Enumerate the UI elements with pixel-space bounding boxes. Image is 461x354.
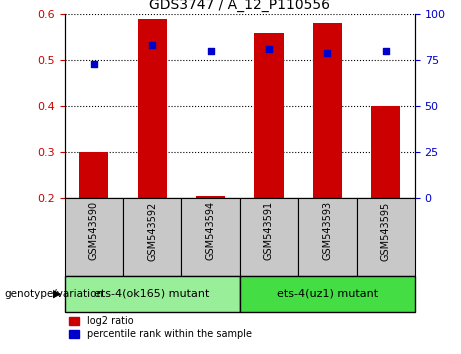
Text: ets-4(uz1) mutant: ets-4(uz1) mutant xyxy=(277,289,378,299)
Point xyxy=(207,48,214,54)
Legend: log2 ratio, percentile rank within the sample: log2 ratio, percentile rank within the s… xyxy=(70,316,252,339)
Text: genotype/variation: genotype/variation xyxy=(5,289,104,299)
Text: GSM543591: GSM543591 xyxy=(264,201,274,261)
Title: GDS3747 / A_12_P110556: GDS3747 / A_12_P110556 xyxy=(149,0,330,12)
Bar xyxy=(65,198,123,276)
Bar xyxy=(313,23,342,198)
Text: GSM543590: GSM543590 xyxy=(89,201,99,261)
Bar xyxy=(240,276,415,312)
Bar xyxy=(254,33,284,198)
Bar xyxy=(371,106,400,198)
Bar xyxy=(181,198,240,276)
Text: ets-4(ok165) mutant: ets-4(ok165) mutant xyxy=(95,289,210,299)
Point xyxy=(148,42,156,48)
Text: GSM543592: GSM543592 xyxy=(147,201,157,261)
Point xyxy=(324,50,331,56)
Text: GSM543593: GSM543593 xyxy=(322,201,332,261)
Bar xyxy=(240,198,298,276)
Text: GSM543595: GSM543595 xyxy=(381,201,391,261)
Bar xyxy=(356,198,415,276)
Bar xyxy=(123,198,181,276)
Bar xyxy=(298,198,356,276)
Point xyxy=(382,48,390,54)
Text: GSM543594: GSM543594 xyxy=(206,201,216,261)
Text: ▶: ▶ xyxy=(53,289,61,299)
Point xyxy=(90,61,97,67)
Bar xyxy=(79,152,108,198)
Bar xyxy=(196,196,225,198)
Bar xyxy=(137,19,167,198)
Bar xyxy=(65,276,240,312)
Point xyxy=(265,46,272,52)
